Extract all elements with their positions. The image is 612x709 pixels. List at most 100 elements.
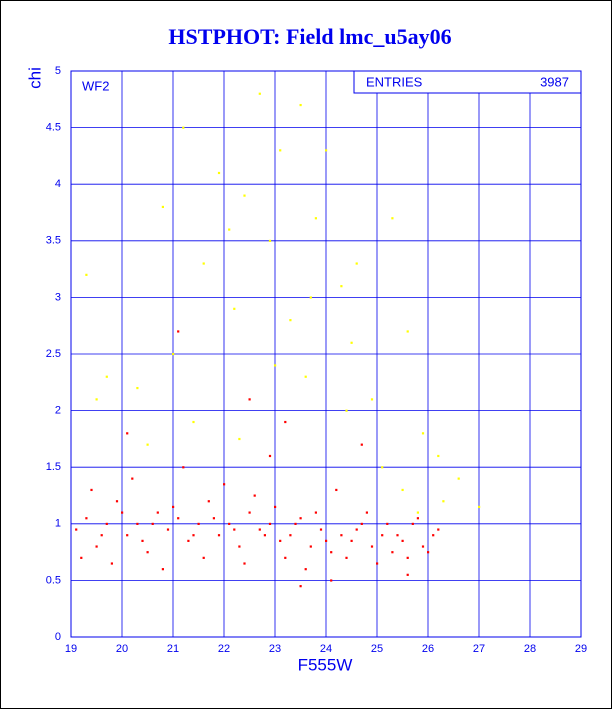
point [345, 409, 348, 412]
point [151, 522, 154, 525]
point [177, 330, 180, 333]
point [355, 528, 358, 531]
point [182, 126, 185, 129]
point [187, 539, 190, 542]
point [95, 398, 98, 401]
point [304, 375, 307, 378]
point [248, 511, 251, 514]
stats-box [353, 70, 582, 94]
point [80, 556, 83, 559]
point [126, 432, 129, 435]
y-axis-label: chi [25, 67, 44, 89]
y-tick-label: 3 [55, 291, 61, 303]
point [233, 307, 236, 310]
point [136, 522, 139, 525]
point [141, 539, 144, 542]
point [100, 534, 103, 537]
point [279, 149, 282, 152]
x-axis-label: F555W [298, 655, 353, 674]
point [381, 534, 384, 537]
point [238, 437, 241, 441]
point [421, 545, 425, 548]
point [314, 511, 317, 514]
y-tick-label: 0.5 [46, 574, 61, 586]
point [136, 386, 139, 390]
point [248, 398, 251, 401]
point [161, 568, 164, 571]
x-tick-label: 28 [524, 643, 536, 655]
point [376, 562, 379, 565]
point [330, 579, 333, 582]
point [115, 500, 119, 503]
y-tick-label: 3.5 [46, 235, 61, 247]
x-tick-label: 22 [218, 643, 230, 655]
point [268, 239, 272, 242]
point [345, 556, 348, 559]
point [202, 262, 205, 265]
point [304, 568, 307, 571]
point [391, 551, 394, 554]
x-tick-label: 27 [473, 643, 485, 655]
point [325, 149, 328, 152]
point [233, 528, 236, 531]
point [217, 534, 221, 537]
x-tick-label: 29 [575, 643, 587, 655]
y-tick-label: 2 [55, 405, 61, 417]
point [202, 556, 205, 559]
point [192, 534, 195, 537]
point [95, 545, 98, 548]
point [75, 528, 78, 531]
point [401, 488, 404, 492]
point [172, 353, 175, 356]
point [238, 545, 241, 548]
point [350, 341, 353, 344]
x-tick-label: 24 [320, 643, 332, 655]
point [177, 517, 180, 520]
y-tick-label: 5 [55, 65, 61, 77]
point [289, 534, 292, 537]
point [416, 511, 419, 514]
point [156, 511, 159, 514]
point [381, 466, 384, 469]
panel-label: WF2 [82, 78, 109, 93]
y-tick-label: 2.5 [46, 348, 61, 360]
point [105, 522, 108, 525]
point [309, 545, 312, 548]
point [161, 205, 164, 209]
point [263, 534, 266, 537]
point [299, 103, 302, 107]
stats-label: ENTRIES [366, 74, 423, 89]
point [294, 522, 297, 525]
point [85, 517, 88, 520]
point [360, 522, 363, 525]
point [105, 375, 108, 378]
point [406, 330, 409, 333]
point [268, 522, 272, 525]
point [421, 432, 425, 435]
x-tick-label: 23 [269, 643, 281, 655]
x-tick-label: 26 [422, 643, 434, 655]
x-tick-label: 25 [371, 643, 383, 655]
point [146, 551, 149, 554]
point [432, 534, 435, 537]
y-tick-label: 0 [55, 631, 61, 643]
point [268, 454, 272, 458]
stats-value: 3987 [540, 74, 569, 89]
point [335, 488, 338, 492]
point [396, 534, 399, 537]
point [126, 534, 129, 537]
point [340, 534, 343, 537]
point [284, 420, 287, 424]
point [437, 528, 440, 531]
point [197, 522, 200, 525]
point [386, 522, 389, 525]
point [212, 517, 215, 520]
point [411, 522, 414, 525]
point [406, 573, 409, 576]
point [370, 545, 374, 548]
point [325, 539, 328, 542]
point [243, 562, 246, 565]
point [437, 454, 440, 458]
point [360, 443, 363, 446]
y-tick-label: 4.5 [46, 122, 61, 134]
